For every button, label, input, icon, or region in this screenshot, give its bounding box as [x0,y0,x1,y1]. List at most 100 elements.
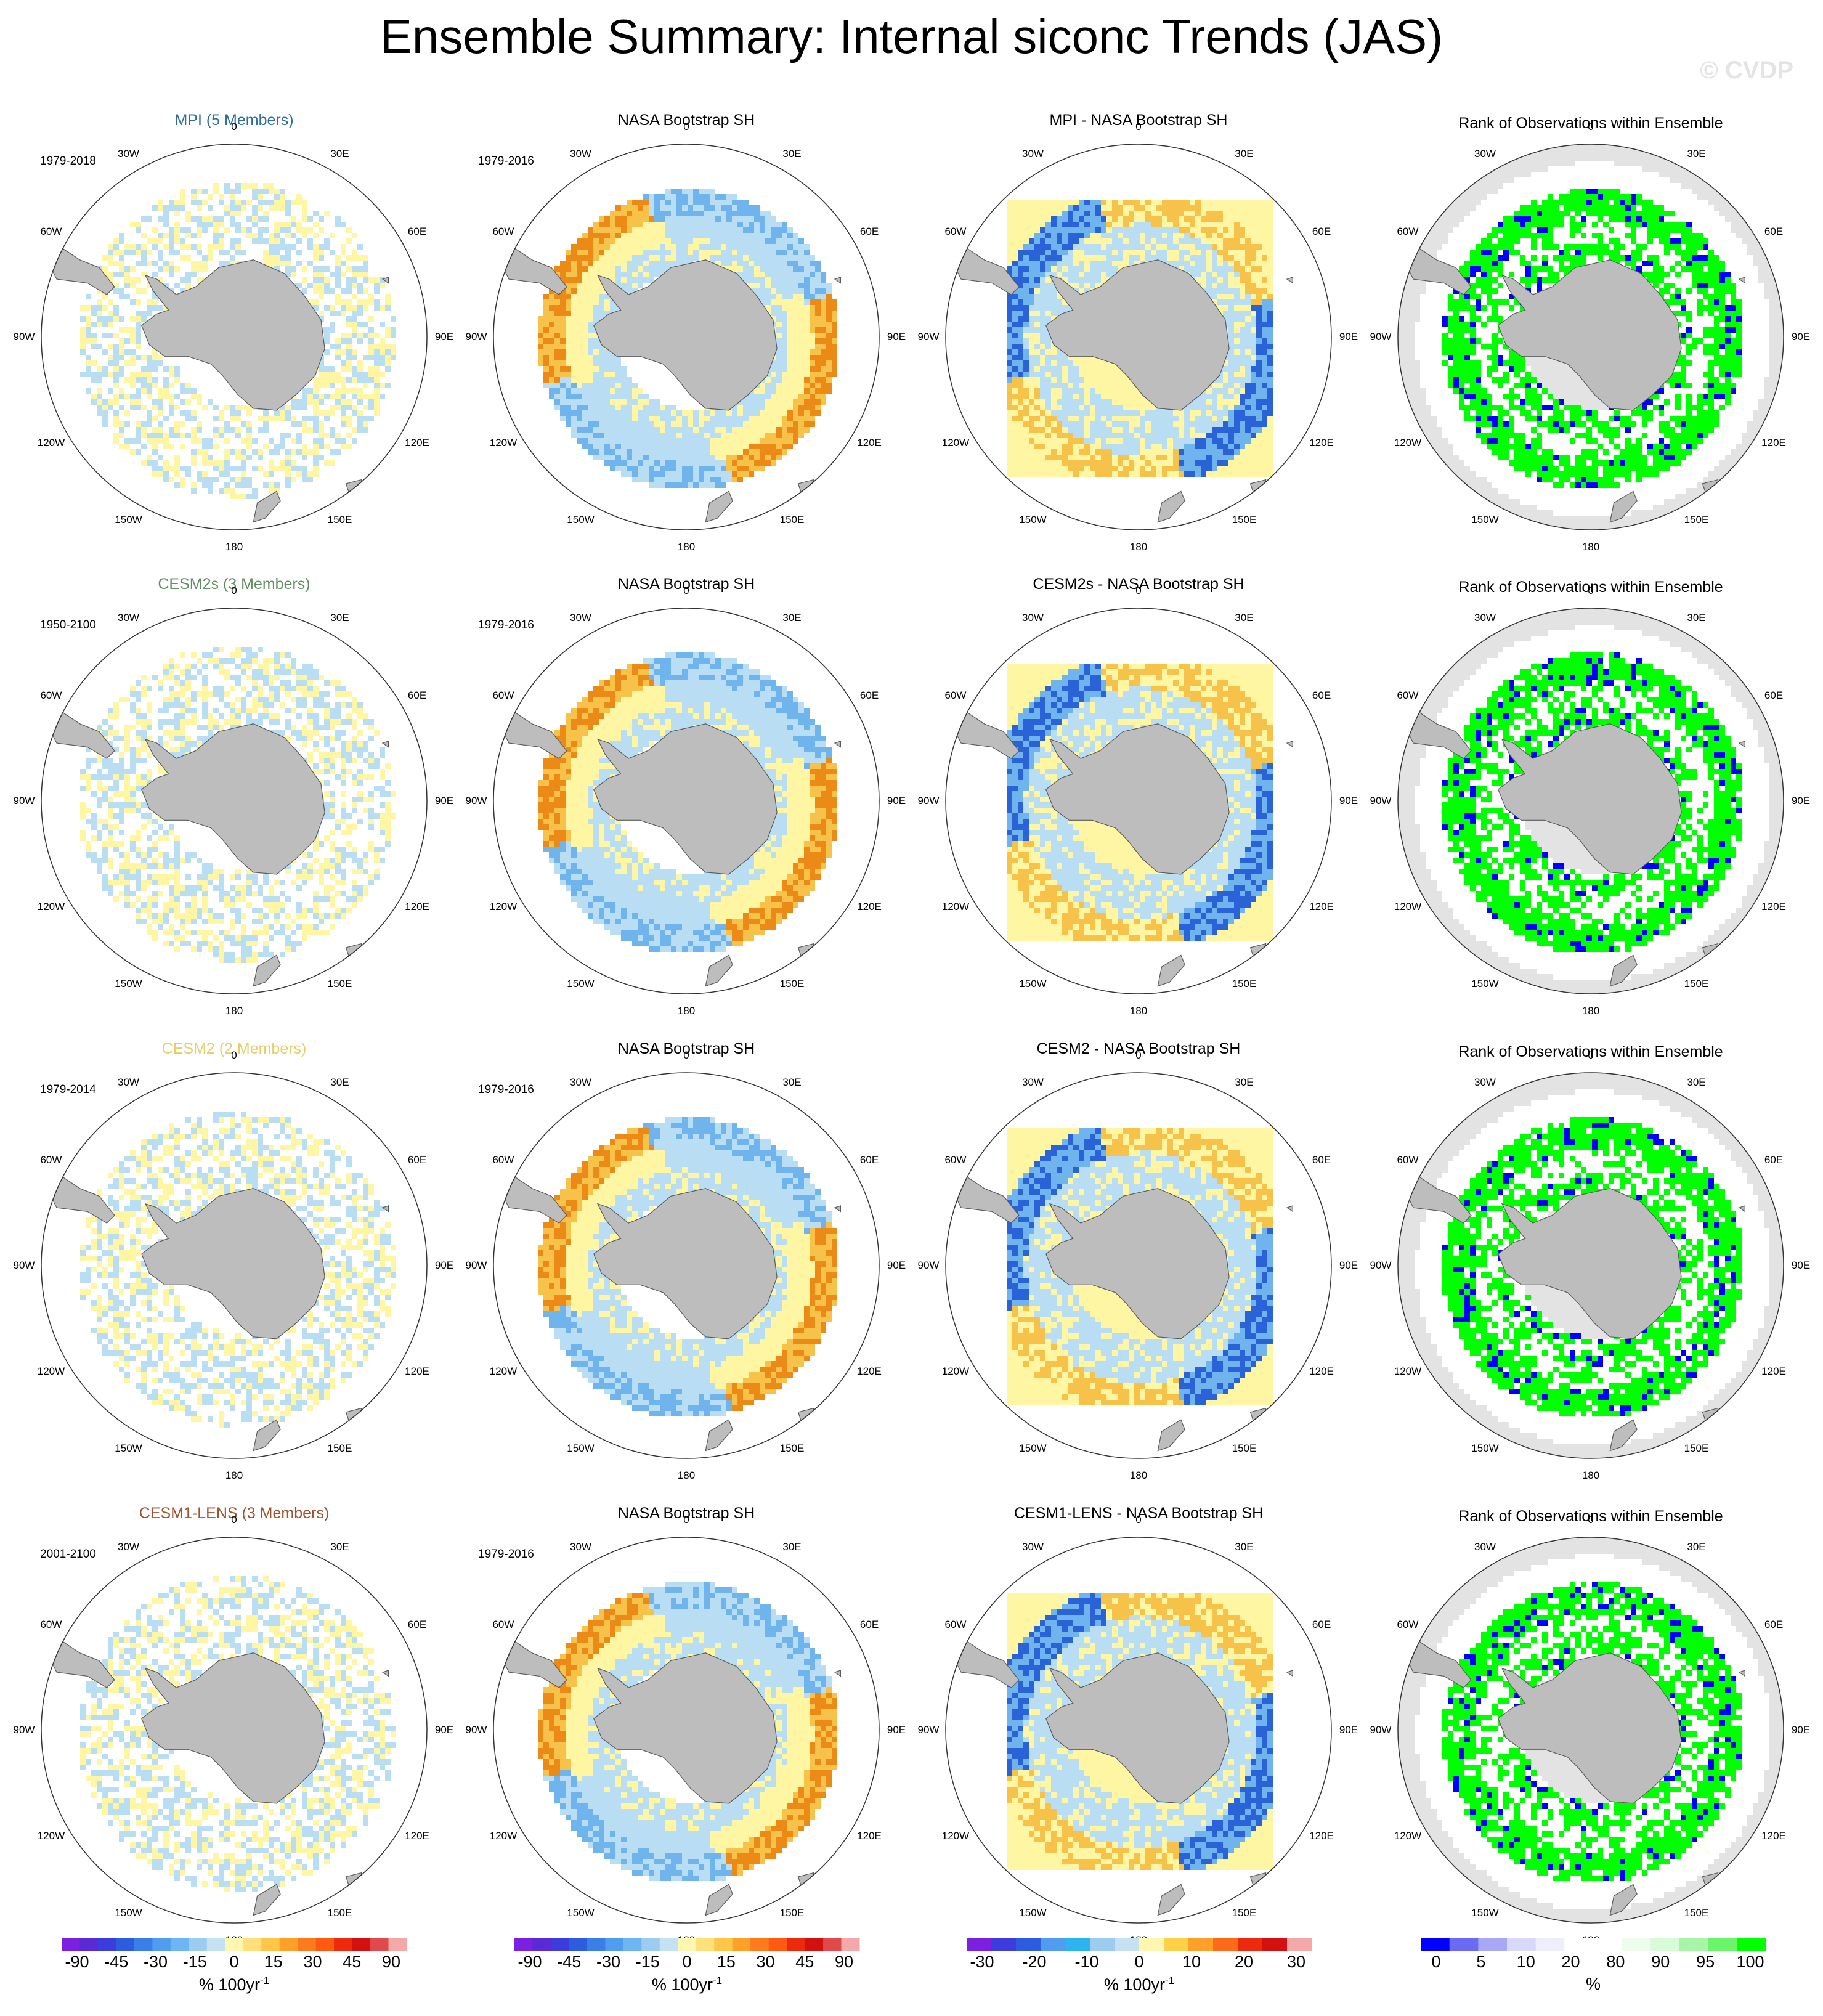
colorbar-tick-label: 90 [382,1953,400,1972]
colorbar-swatch [1737,1938,1766,1951]
map-boundary [945,144,1332,530]
antarctica-landmass [593,1652,778,1804]
colorbar-swatch [1679,1938,1709,1951]
longitude-label: 60W [1397,689,1418,702]
rank-field [1415,1554,1769,1909]
longitude-label: 90E [1792,331,1810,343]
longitude-label: 30W [1022,1076,1044,1089]
land-mass [1609,1884,1638,1916]
longitude-label: 90W [918,1724,940,1736]
colorbar-tick-label: 45 [343,1953,361,1972]
colorbar-tick-label: 15 [264,1953,283,1972]
colorbar-tick-label: 10 [1517,1953,1535,1972]
antarctica-landmass [1498,723,1682,875]
diff-panel-title: MPI - NASA Bootstrap SH [917,112,1360,129]
colorbar-units-text: % [1586,1975,1601,1993]
colorbar-swatch [1564,1938,1594,1951]
longitude-label: 90W [918,795,940,807]
longitude-label: 150W [567,1907,594,1919]
colorbar-swatch [841,1938,860,1951]
colorbar-2 [967,1938,1312,1951]
land-mass [381,1205,389,1213]
longitude-label: 90W [14,1259,35,1272]
colorbar-swatch [967,1938,992,1951]
colorbar-swatch [659,1938,678,1951]
colorbar-swatch [1708,1938,1737,1951]
longitude-label: 60W [944,689,966,702]
longitude-label: 30W [118,1076,139,1089]
colorbar-swatch [1213,1938,1238,1951]
longitude-label: 120E [405,1830,429,1842]
colorbar-tick-label: -90 [518,1953,542,1972]
longitude-label: 120W [490,1365,517,1378]
longitude-label: 90W [466,331,487,343]
colorbar-swatch [1535,1938,1565,1951]
antarctica-landmass [1498,1188,1682,1339]
longitude-label: 120W [942,437,969,449]
longitude-label: 150E [1684,978,1709,990]
longitude-label: 90W [1370,1724,1392,1736]
land-mass [1286,1670,1293,1677]
land-mass [1157,1884,1185,1916]
colorbar-swatch [62,1938,80,1951]
longitude-label: 90E [1792,795,1810,807]
colorbar-swatch [1593,1938,1623,1951]
longitude-label: 60W [1397,1619,1418,1631]
colorbar-swatch [152,1938,171,1951]
land-mass [834,277,841,284]
colorbar-swatch [1188,1938,1214,1951]
colorbar-swatch [279,1938,298,1951]
longitude-label: 90E [435,1724,453,1736]
longitude-label: 90W [14,795,35,807]
longitude-label: 0 [683,585,689,597]
longitude-label: 90E [435,1259,453,1272]
rank-map-r3 [1397,1537,1784,1924]
longitude-label: 60E [1764,1619,1783,1631]
longitude-label: 150E [780,1907,805,1919]
diff-map-r1 [945,608,1332,994]
colorbar-units-label: % 100yr-1 [199,1975,269,1994]
antarctica-landmass [1498,259,1682,411]
diff-map-r0 [945,144,1332,530]
land-mass [381,1670,389,1677]
longitude-label: 180 [678,1005,695,1017]
longitude-label: 120W [490,901,517,913]
longitude-label: 90E [1339,795,1358,807]
colorbar-swatch [170,1938,189,1951]
longitude-label: 90E [1792,1724,1810,1736]
longitude-label: 30E [330,1076,349,1089]
longitude-label: 30E [330,1541,349,1553]
longitude-label: 150E [1684,1907,1709,1919]
land-mass [1157,1419,1185,1452]
colorbar-swatch [1650,1938,1680,1951]
colorbar-swatch [79,1938,99,1951]
colorbar-0 [62,1938,407,1951]
longitude-label: 180 [225,1469,243,1482]
rank-map-r1 [1397,608,1784,994]
longitude-label: 90W [1370,331,1392,343]
colorbar-units-exponent: -1 [713,1975,722,1986]
longitude-label: 120W [490,437,517,449]
longitude-label: 150E [328,514,352,526]
antarctica-landmass [1045,723,1230,875]
longitude-label: 30W [1474,148,1496,160]
land-mass [381,741,389,748]
colorbar-swatch [623,1938,642,1951]
longitude-label: 150W [1471,1442,1498,1455]
colorbar-swatch [1139,1938,1164,1951]
longitude-label: 30W [1022,1541,1044,1553]
colorbar-swatch [750,1938,769,1951]
longitude-label: 150W [115,978,142,990]
longitude-label: 30W [118,1541,139,1553]
cvdp-watermark: © CVDP [1700,57,1793,84]
longitude-label: 30W [118,612,139,624]
land-mass [1609,1419,1638,1452]
longitude-label: 0 [1135,121,1141,133]
longitude-label: 150W [567,514,594,526]
longitude-label: 60W [40,226,62,238]
longitude-label: 150E [328,1907,352,1919]
obs-period-label: 1979-2016 [478,619,534,632]
longitude-label: 150W [1471,514,1498,526]
longitude-label: 60W [492,1154,514,1166]
model-map-r3 [41,1537,428,1924]
